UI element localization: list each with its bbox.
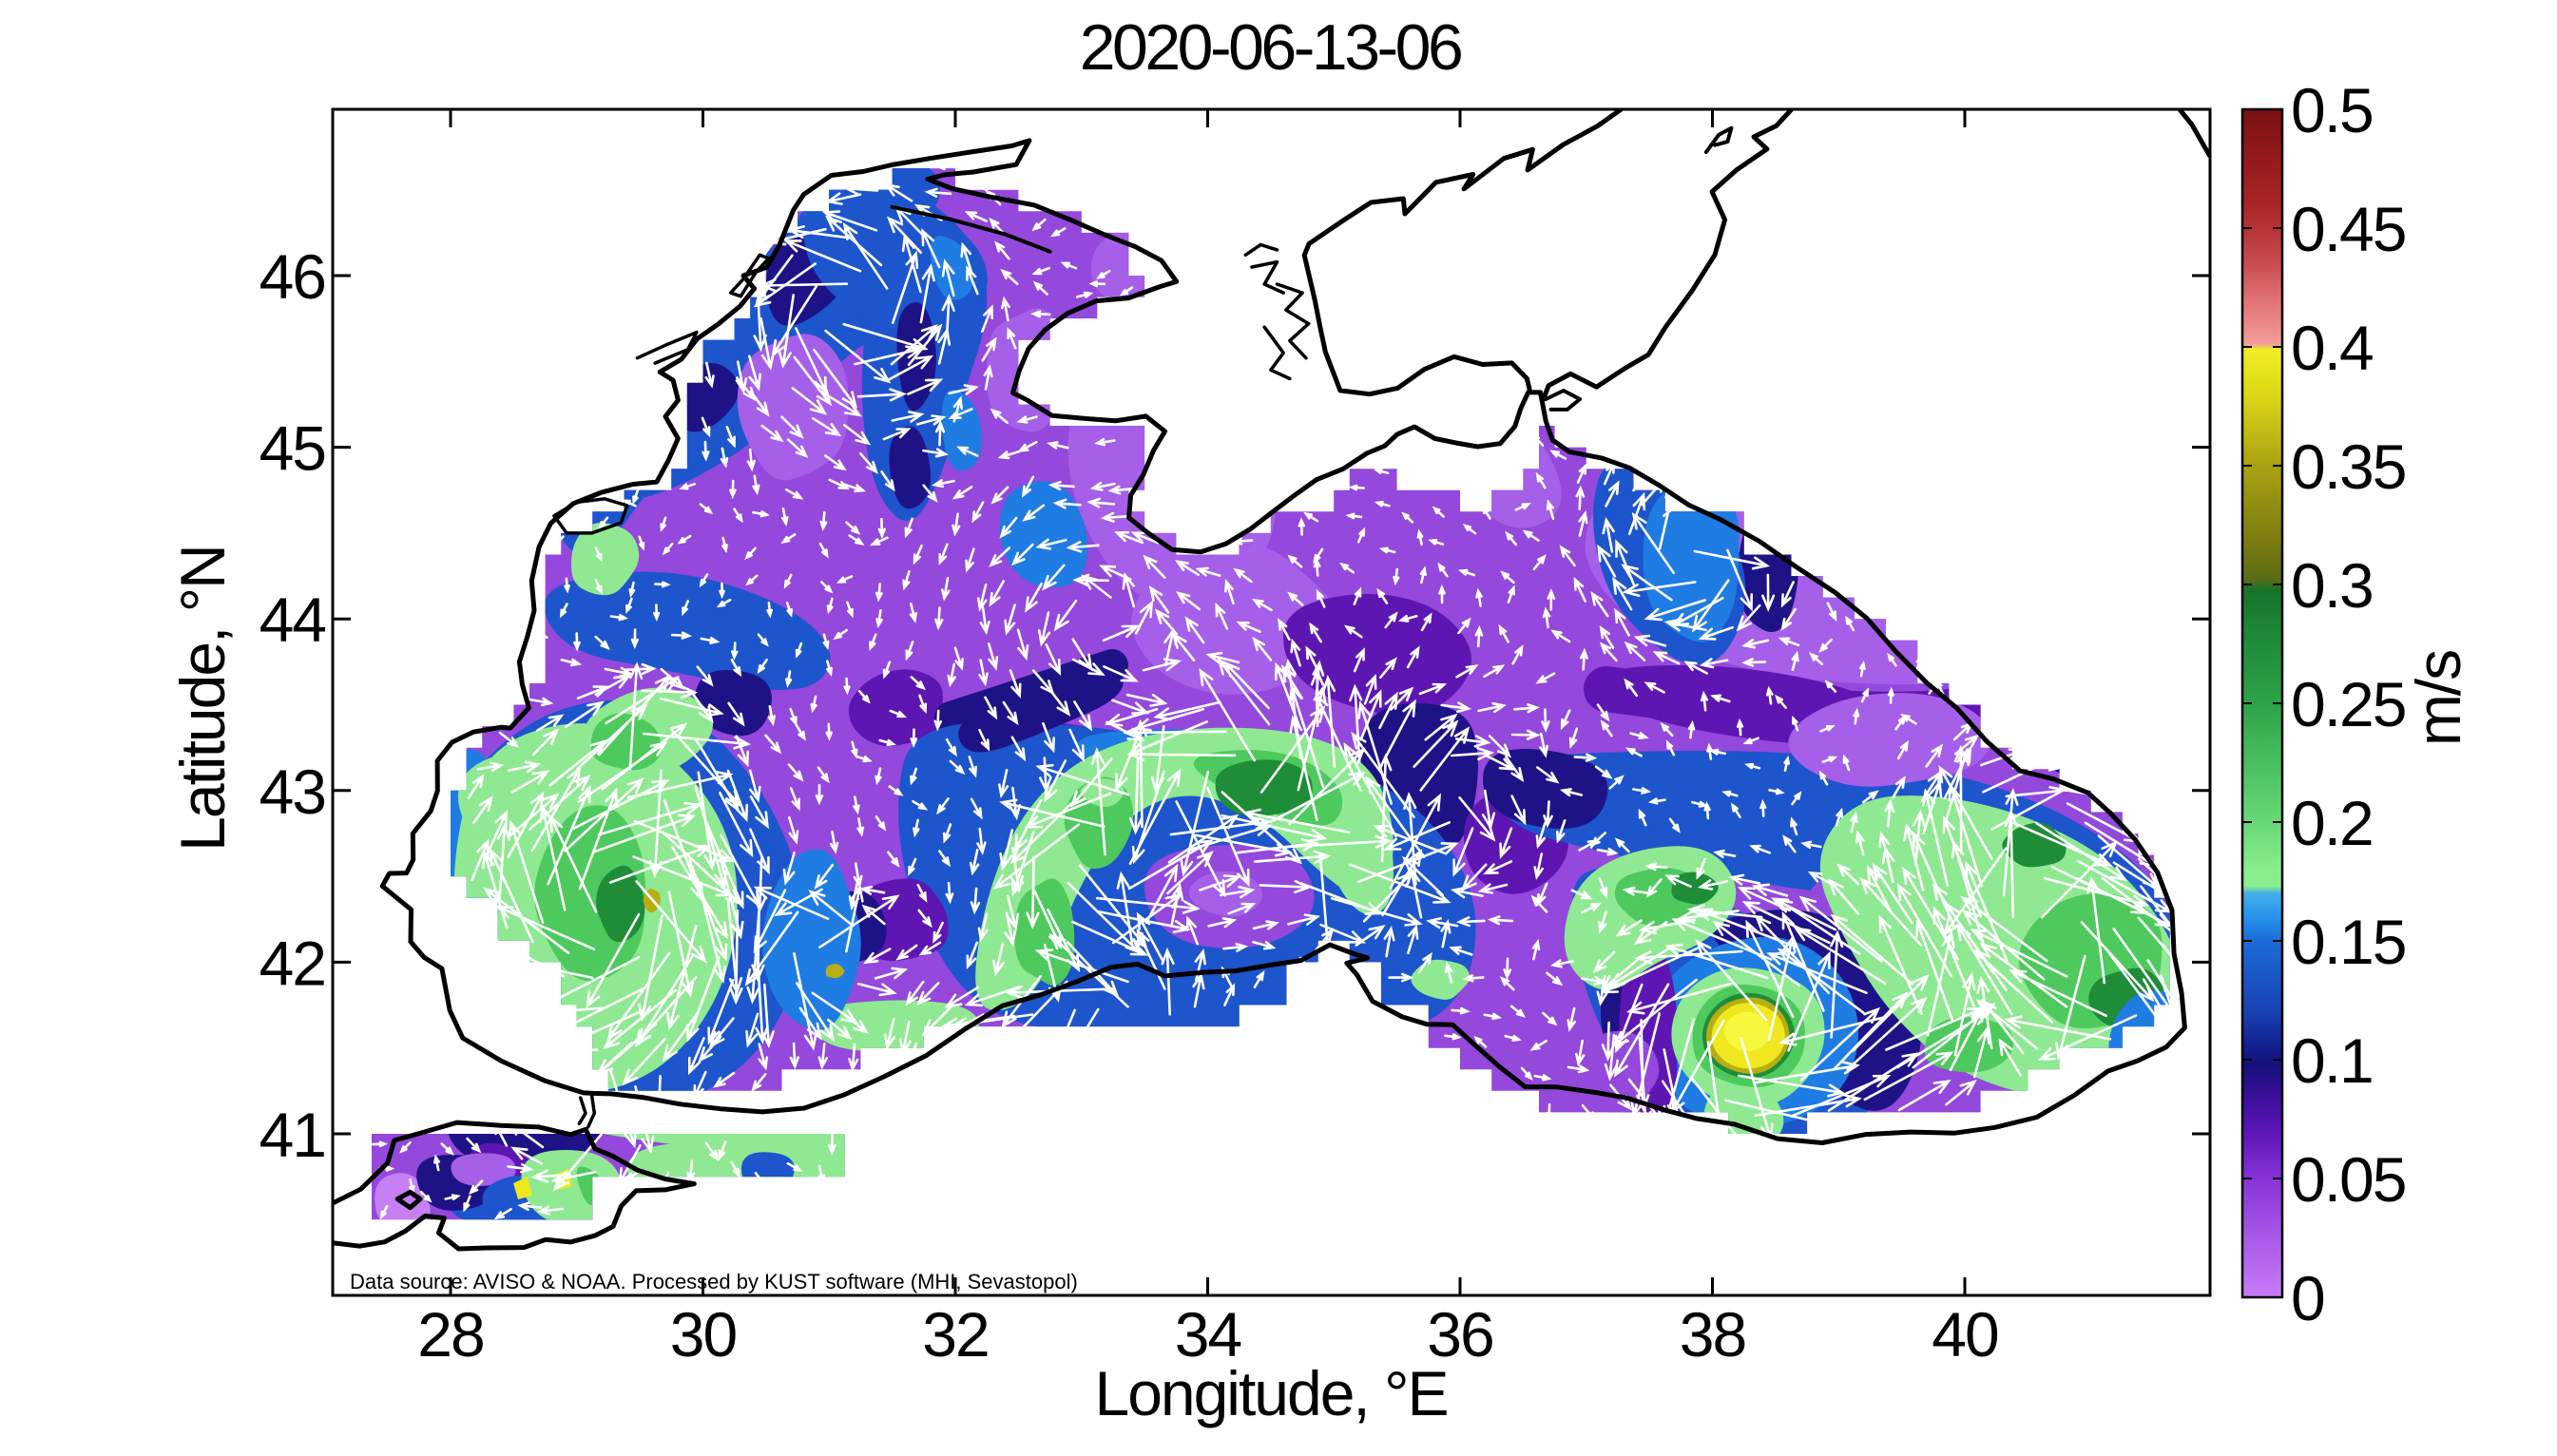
svg-text:0.45: 0.45 xyxy=(2291,194,2405,264)
svg-text:Longitude, °E: Longitude, °E xyxy=(1094,1358,1447,1428)
svg-text:0.5: 0.5 xyxy=(2291,75,2373,145)
svg-text:43: 43 xyxy=(260,757,325,827)
svg-text:36: 36 xyxy=(1427,1299,1492,1370)
svg-text:41: 41 xyxy=(260,1100,325,1170)
svg-text:0.35: 0.35 xyxy=(2291,431,2405,502)
svg-text:0.05: 0.05 xyxy=(2291,1144,2405,1215)
svg-text:0.15: 0.15 xyxy=(2291,907,2405,977)
svg-text:38: 38 xyxy=(1680,1299,1745,1370)
svg-text:32: 32 xyxy=(922,1299,988,1370)
svg-text:0: 0 xyxy=(2291,1263,2324,1333)
svg-text:0.2: 0.2 xyxy=(2291,788,2373,858)
svg-text:2020-06-13-06: 2020-06-13-06 xyxy=(1080,11,1461,84)
svg-text:28: 28 xyxy=(417,1299,483,1370)
svg-text:0.4: 0.4 xyxy=(2291,313,2373,383)
svg-text:44: 44 xyxy=(260,584,326,655)
svg-text:m/s: m/s xyxy=(2403,651,2473,746)
svg-text:0.3: 0.3 xyxy=(2291,550,2373,621)
svg-text:Data source: AVISO & NOAA. Pro: Data source: AVISO & NOAA. Processed by … xyxy=(350,1270,1078,1293)
svg-text:40: 40 xyxy=(1932,1299,1998,1370)
svg-text:0.25: 0.25 xyxy=(2291,669,2405,739)
svg-text:0.1: 0.1 xyxy=(2291,1025,2373,1096)
svg-text:30: 30 xyxy=(670,1299,737,1370)
svg-text:46: 46 xyxy=(260,241,325,312)
svg-text:42: 42 xyxy=(260,928,325,998)
svg-text:34: 34 xyxy=(1175,1299,1241,1370)
svg-text:45: 45 xyxy=(260,413,325,484)
svg-text:Latitude, °N: Latitude, °N xyxy=(167,546,238,852)
